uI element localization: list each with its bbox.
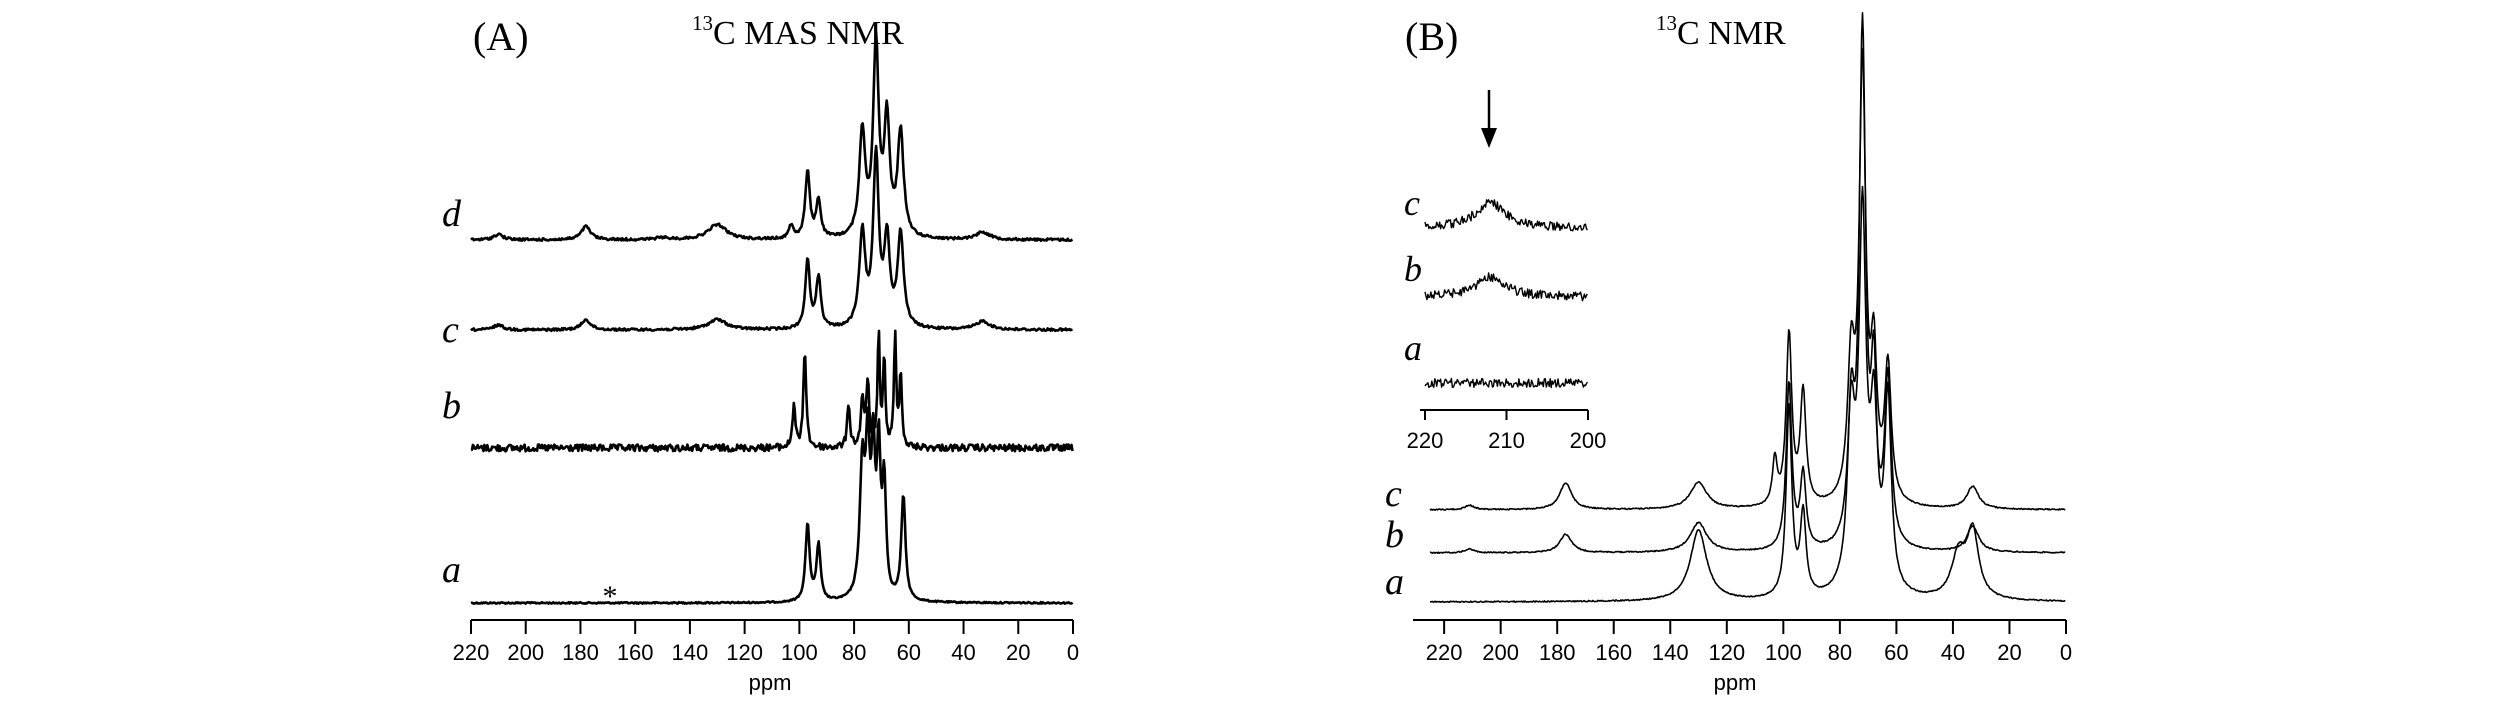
panel-b-xlabel: ppm: [1714, 670, 1757, 695]
inset-trace-c: [1424, 199, 1588, 232]
panel-b-tick-label-40: 40: [1941, 640, 1965, 665]
panel-b-trace-labels: abc: [1385, 473, 1404, 603]
inset-x-ticks: 220 210 200: [1407, 410, 1607, 453]
inset-trace-label-c: c: [1404, 183, 1420, 223]
panel-a-tick-label-220: 220: [453, 640, 490, 665]
panel-a-title-text: C MAS NMR: [713, 15, 904, 52]
panel-a-trace-label-c: c: [442, 309, 459, 351]
panel-b-tick-label-80: 80: [1828, 640, 1852, 665]
panel-b-tick-label-100: 100: [1765, 640, 1802, 665]
panel-b: (B) 13C NMR abc 220 200 180 160 140 120 100 80 6…: [1385, 11, 2072, 695]
panel-a-traces: [470, 30, 1074, 605]
panel-a-tick-label-60: 60: [897, 640, 921, 665]
panel-a-title: 13C MAS NMR: [692, 11, 904, 52]
panel-a-label: (A): [473, 14, 529, 59]
panel-b-tick-label-0: 0: [2060, 640, 2072, 665]
inset-arrow-head: [1481, 128, 1497, 148]
panel-a-trace-c: [470, 144, 1073, 333]
panel-b-tick-label-200: 200: [1482, 640, 1519, 665]
panel-b-traces: [1429, 12, 2066, 604]
inset-trace-labels: abc: [1404, 183, 1422, 368]
panel-b-label: (B): [1405, 14, 1458, 59]
inset-tick-label-210: 210: [1488, 428, 1525, 453]
panel-a-tick-label-120: 120: [726, 640, 763, 665]
panel-a-asterisk: *: [603, 580, 618, 613]
panel-b-title-sup: 13: [1656, 11, 1677, 35]
panel-b-tick-label-120: 120: [1708, 640, 1745, 665]
panel-b-tick-label-180: 180: [1539, 640, 1576, 665]
panel-a-tick-label-200: 200: [507, 640, 544, 665]
panel-a-xlabel: ppm: [749, 670, 792, 695]
panel-a-tick-label-180: 180: [562, 640, 599, 665]
panel-b-inset: abc 220 210 200: [1404, 90, 1606, 453]
panel-a-trace-d: [470, 30, 1074, 243]
panel-b-trace-label-c: c: [1385, 473, 1402, 515]
panel-b-x-ticks: 220 200 180 160 140 120 100 80 60 40 20 0: [1426, 620, 2072, 665]
panel-b-trace-label-b: b: [1385, 514, 1404, 556]
inset-trace-a: [1424, 377, 1588, 389]
panel-b-trace-b: [1429, 185, 2066, 555]
panel-b-trace-label-a: a: [1385, 561, 1404, 603]
panel-b-trace-c: [1429, 48, 2066, 511]
panel-a-title-sup: 13: [692, 11, 713, 35]
panel-a-tick-label-40: 40: [951, 640, 975, 665]
panel-b-trace-a: [1430, 12, 2066, 604]
panel-b-tick-label-60: 60: [1884, 640, 1908, 665]
panel-b-tick-label-160: 160: [1595, 640, 1632, 665]
panel-b-tick-label-140: 140: [1652, 640, 1689, 665]
panel-a-tick-label-100: 100: [781, 640, 818, 665]
panel-a-tick-label-0: 0: [1067, 640, 1079, 665]
inset-trace-label-a: a: [1404, 328, 1422, 368]
inset-tick-label-220: 220: [1407, 428, 1444, 453]
panel-a-x-ticks: 220 200 180 160 140 120 100 80 60 40 20 0: [453, 620, 1079, 665]
panel-a-tick-label-80: 80: [842, 640, 866, 665]
panel-a-trace-label-d: d: [442, 193, 462, 235]
panel-a-trace-label-b: b: [442, 385, 461, 427]
panel-a-trace-label-a: a: [442, 549, 461, 591]
inset-tick-label-200: 200: [1570, 428, 1607, 453]
panel-a-trace-labels: a bc d: [442, 193, 462, 591]
inset-traces: [1424, 199, 1588, 389]
inset-trace-label-b: b: [1404, 249, 1422, 289]
inset-trace-b: [1424, 272, 1588, 302]
panel-b-tick-label-20: 20: [1997, 640, 2021, 665]
panel-a-trace-a: [470, 406, 1074, 605]
panel-a-trace-b: [470, 329, 1074, 453]
panel-b-title-text: C NMR: [1677, 15, 1786, 52]
panel-b-tick-label-220: 220: [1426, 640, 1463, 665]
inset-arrow: [1481, 90, 1497, 148]
panel-a-tick-label-140: 140: [672, 640, 709, 665]
panel-a-tick-label-20: 20: [1006, 640, 1030, 665]
panel-a-tick-label-160: 160: [617, 640, 654, 665]
panel-b-title: 13C NMR: [1656, 11, 1786, 52]
